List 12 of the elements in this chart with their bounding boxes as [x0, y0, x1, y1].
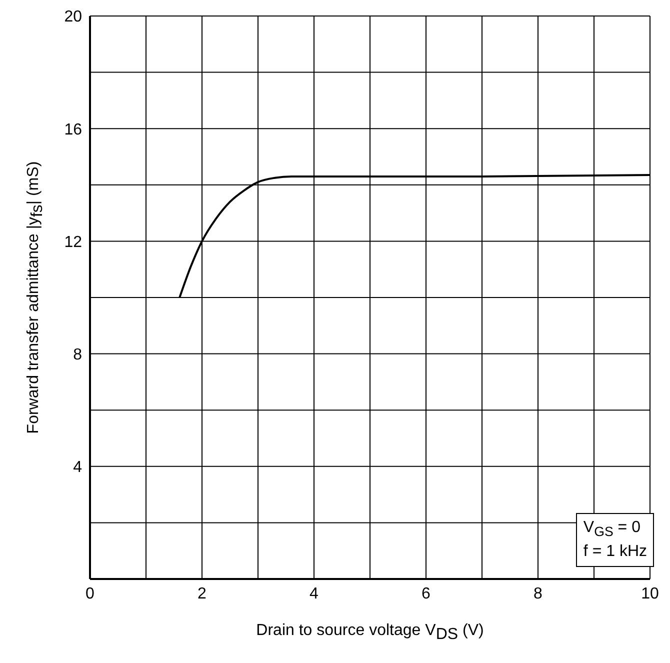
y-tick-label: 4 [73, 459, 82, 476]
x-tick-label: 0 [86, 585, 95, 602]
y-tick-label: 8 [73, 346, 82, 364]
x-tick-label: 4 [310, 585, 319, 602]
x-tick-label: 10 [641, 585, 659, 602]
x-tick-label: 6 [422, 585, 431, 602]
x-tick-label: 2 [198, 585, 207, 602]
y-tick-label: 16 [64, 121, 82, 138]
x-tick-label: 8 [534, 585, 543, 602]
y-tick-label: 20 [64, 8, 82, 26]
annotation: V$_{GS}$ = 0 f = 1 kHz [576, 512, 654, 567]
y-tick-label: 12 [64, 234, 82, 251]
